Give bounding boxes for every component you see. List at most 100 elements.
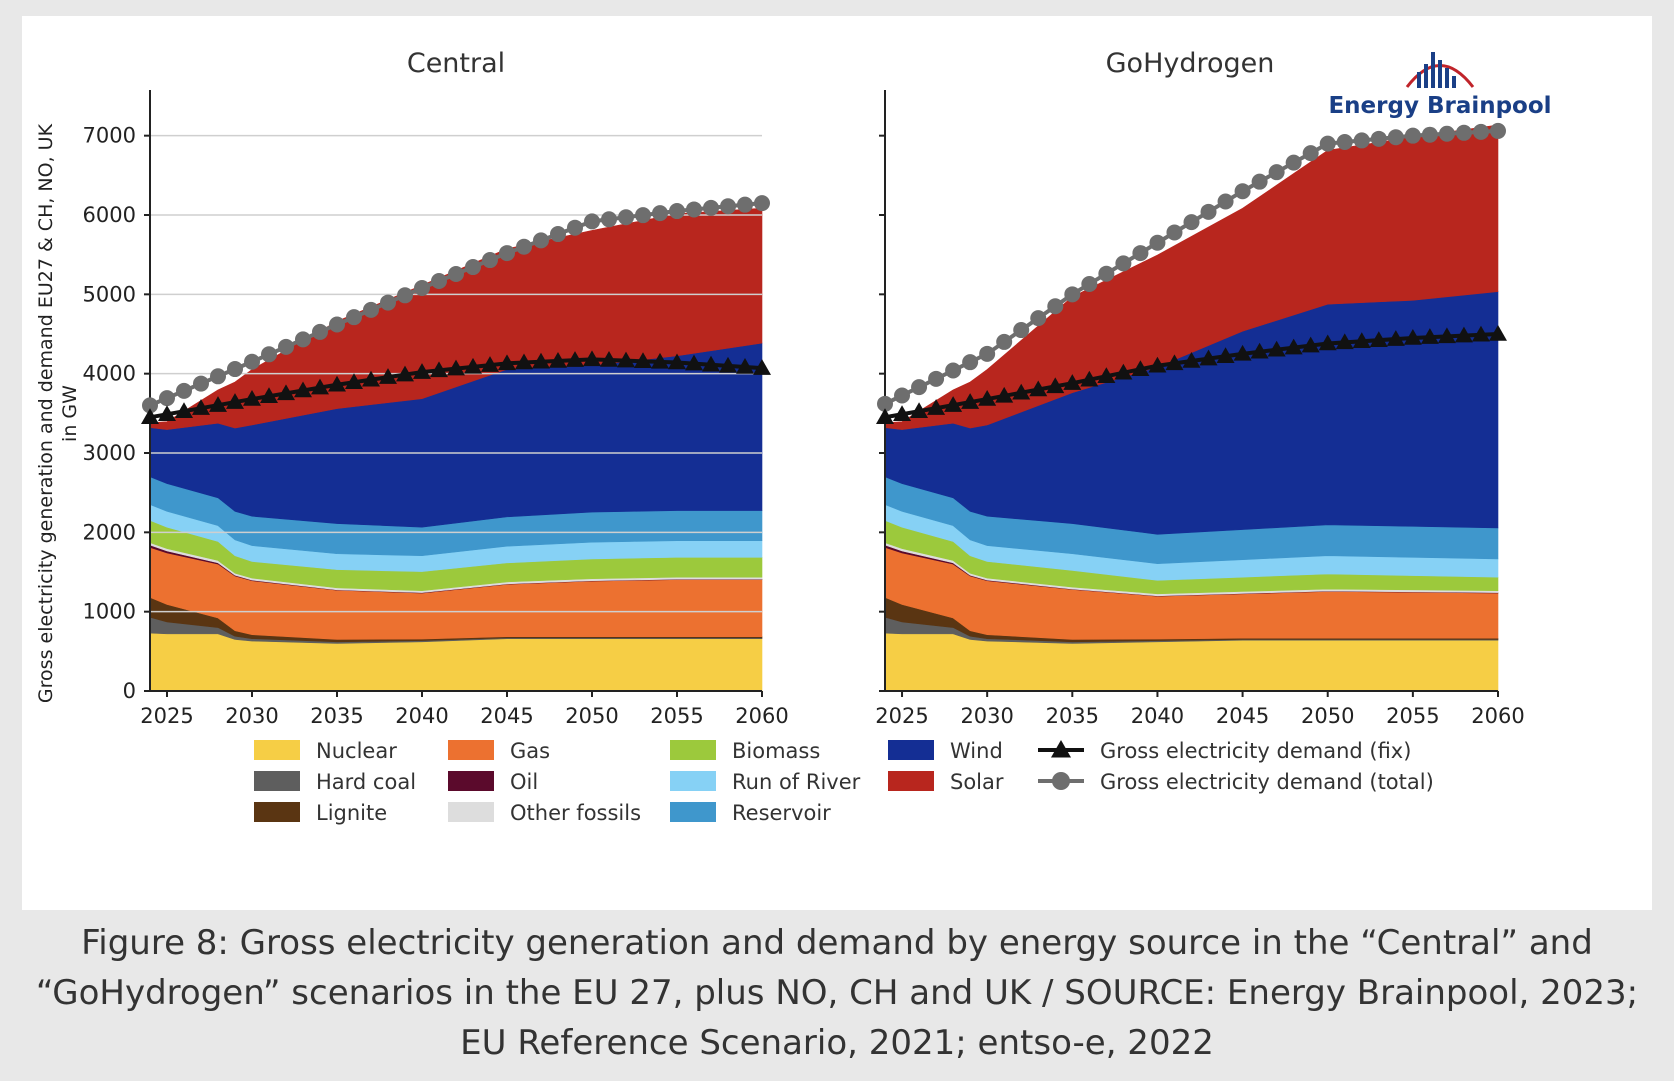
central-demand-total-marker: [720, 198, 736, 215]
central-demand-fix-marker: [532, 352, 550, 369]
gohydrogen-demand-fix-marker: [1267, 340, 1286, 357]
legend-swatch-wind: [888, 740, 934, 760]
gohydrogen-demand-total-marker: [1166, 224, 1183, 241]
gohydrogen-demand-fix-marker: [1369, 331, 1388, 347]
legend-item-oil: Oil: [448, 770, 538, 794]
central-demand-total-marker: [261, 346, 277, 363]
legend-label: Other fossils: [510, 801, 641, 825]
legend-swatch-gas: [448, 740, 494, 760]
central-demand-fix-marker: [566, 351, 584, 367]
central-demand-total-marker: [703, 199, 719, 216]
central-demand-total-marker: [312, 323, 328, 340]
gohydrogen-demand-total-marker: [1251, 173, 1268, 190]
legend-label: Run of River: [732, 770, 861, 794]
legend-swatch-solar: [888, 771, 934, 791]
gohydrogen-demand-fix-marker: [1216, 347, 1235, 363]
gohydrogen-x-tick-label: 2040: [1131, 704, 1184, 728]
central-demand-fix-marker: [362, 370, 380, 387]
gohydrogen-demand-fix-marker: [1301, 336, 1320, 353]
central-demand-total-marker: [380, 294, 396, 311]
central-x-tick-label: 2040: [395, 704, 448, 728]
central-x-tick-label: 2050: [565, 704, 618, 728]
central-demand-fix-marker: [515, 353, 533, 370]
central-demand-total-marker: [244, 353, 260, 370]
central-demand-total-marker: [567, 219, 583, 236]
caption-line-3: EU Reference Scenario, 2021; entso-e, 20…: [460, 1023, 1214, 1063]
central-x-tick-label: 2035: [310, 704, 363, 728]
gohydrogen-demand-total-marker: [1149, 234, 1166, 251]
central-demand-fix-marker: [243, 390, 261, 406]
caption-line-2: “GoHydrogen” scenarios in the EU 27, plu…: [35, 973, 1639, 1013]
gohydrogen-demand-total-marker: [1336, 134, 1353, 151]
central-demand-total-marker: [431, 273, 447, 290]
central-demand-fix-marker: [600, 351, 618, 367]
legend-circle-marker: [1052, 772, 1070, 790]
gohydrogen-demand-total-marker: [1030, 310, 1047, 327]
central-demand-fix-marker: [345, 373, 363, 389]
gohydrogen-demand-total-marker: [1200, 203, 1217, 220]
gohydrogen-demand-total-marker: [1438, 125, 1455, 142]
gohydrogen-demand-total-marker: [894, 387, 911, 404]
legend-swatch-nuclear: [254, 740, 300, 760]
legend-swatch-lignite: [254, 802, 300, 822]
gohydrogen-demand-total-marker: [1047, 298, 1064, 315]
legend-item-other-fossils: Other fossils: [448, 801, 641, 825]
gohydrogen-demand-fix-marker: [1080, 370, 1099, 387]
legend-label: Nuclear: [316, 739, 397, 763]
central-demand-total-marker: [227, 361, 243, 378]
legend-item-lignite: Lignite: [254, 801, 387, 825]
gohydrogen-area-nuclear: [884, 632, 1499, 692]
gohydrogen-demand-fix-marker: [1063, 374, 1082, 390]
gohydrogen-demand-fix-marker: [893, 405, 912, 422]
figure-panel: 0 1000 2000 3000 4000 5000 6000 7000 2025 2030 203…: [22, 16, 1652, 910]
gohydrogen-demand-total-marker: [1370, 130, 1387, 147]
gohydrogen-demand-fix-marker: [927, 399, 946, 415]
energy-brainpool-logo: [1405, 52, 1475, 88]
central-demand-total-marker: [142, 397, 158, 414]
central-demand-total-marker: [159, 390, 175, 407]
gohydrogen-demand-fix-marker: [1182, 351, 1201, 368]
central-demand-total-marker: [516, 238, 532, 255]
legend-item-run-of-river: Run of River: [670, 770, 861, 794]
central-demand-total-marker: [635, 207, 651, 224]
central-demand-total-marker: [652, 205, 668, 222]
central-demand-total-marker: [397, 287, 413, 304]
legend-item-reservoir: Reservoir: [670, 801, 831, 825]
legend-item-gross-electricity-demand-fix: Gross electricity demand (fix): [1038, 739, 1411, 763]
central-demand-fix-marker: [702, 355, 720, 372]
legend-item-hard-coal: Hard coal: [254, 770, 416, 794]
central-demand-total-marker: [601, 211, 617, 228]
central-demand-fix-marker: [158, 405, 176, 422]
central-demand-fix-marker: [736, 358, 754, 374]
gohydrogen-demand-total-marker: [1404, 127, 1421, 144]
gohydrogen-x-tick-label: 2060: [1471, 704, 1524, 728]
legend-label: Gas: [510, 739, 550, 763]
central-demand-total-marker: [754, 195, 770, 212]
gohydrogen-x-tick-label: 2035: [1046, 704, 1099, 728]
gohydrogen-demand-fix-marker: [1403, 328, 1422, 345]
gohydrogen-demand-fix-marker: [1318, 334, 1337, 351]
central-demand-total-marker: [210, 368, 226, 385]
central-demand-fix-marker: [328, 375, 346, 392]
gohydrogen-demand-total-marker: [979, 345, 996, 362]
gohydrogen-area-solar: [884, 124, 1499, 430]
gohydrogen-demand-total-marker: [1183, 214, 1200, 231]
gohydrogen-demand-total-marker: [1217, 193, 1234, 210]
central-demand-fix-marker: [447, 359, 465, 376]
legend-label: Gross electricity demand (fix): [1100, 739, 1411, 763]
central-demand-fix-marker: [260, 387, 278, 403]
central-demand-total-marker: [414, 279, 430, 296]
gohydrogen-x-tick-label: 2045: [1216, 704, 1269, 728]
gohydrogen-demand-total-marker: [1285, 154, 1302, 171]
central-demand-fix-marker: [379, 368, 397, 384]
central-y-tick-label: 6000: [83, 203, 136, 227]
central-demand-fix-marker: [396, 365, 414, 382]
gohydrogen-demand-total-marker: [945, 362, 962, 379]
central-demand-fix-marker: [753, 359, 771, 375]
gohydrogen-demand-total-marker: [1472, 123, 1489, 140]
central-demand-total-marker: [363, 301, 379, 318]
gohydrogen-demand-fix-marker: [978, 390, 997, 406]
gohydrogen-demand-total-marker: [1268, 164, 1285, 181]
central-demand-total-marker: [295, 331, 311, 348]
central-y-tick-label: 7000: [83, 124, 136, 148]
